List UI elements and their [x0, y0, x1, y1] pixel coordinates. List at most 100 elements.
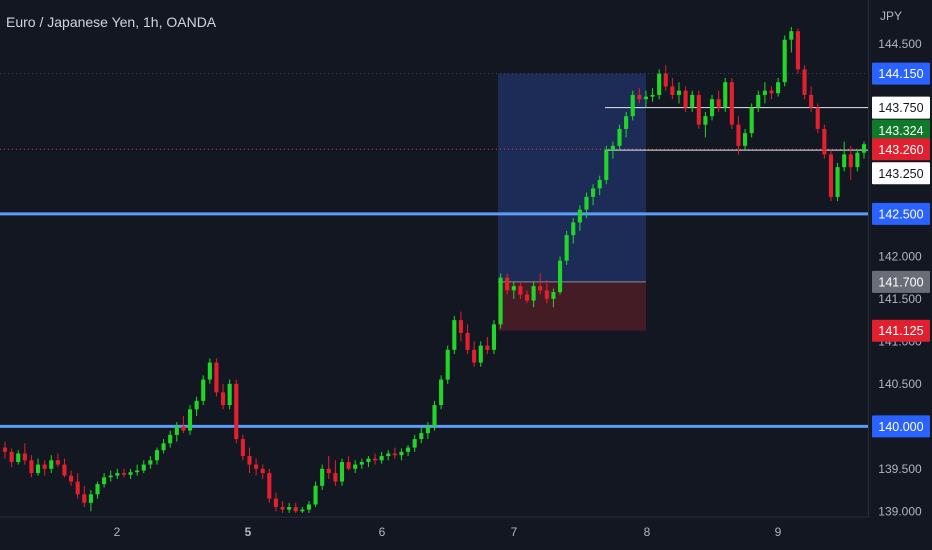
candle: [643, 90, 648, 108]
candle-body: [617, 128, 622, 146]
candle-body: [511, 286, 516, 291]
candle-body: [366, 458, 371, 463]
candle-body: [201, 379, 206, 401]
price-label-text: 144.150: [878, 67, 923, 81]
candle: [518, 281, 523, 299]
candle-body: [42, 464, 47, 469]
candle: [154, 447, 160, 465]
candle: [214, 358, 219, 397]
candle: [465, 324, 470, 355]
candle-body: [703, 116, 708, 125]
candle-body: [75, 481, 80, 495]
candle: [498, 273, 503, 329]
candle-body: [326, 468, 331, 474]
candle: [551, 288, 556, 308]
candle-body: [174, 426, 179, 435]
candle: [762, 82, 767, 104]
candle: [35, 458, 41, 476]
candle-body: [234, 383, 239, 440]
candle: [55, 453, 60, 468]
candle: [227, 379, 232, 410]
candle: [359, 458, 364, 469]
candle-body: [425, 426, 430, 434]
y-tick-label: 139.000: [878, 504, 922, 518]
price-label-text: 141.125: [878, 324, 923, 338]
candle: [161, 439, 166, 454]
candle: [372, 453, 378, 465]
candle: [452, 315, 457, 355]
candle-body: [485, 345, 490, 350]
candle: [366, 456, 371, 468]
candle-body: [148, 460, 153, 465]
candle-body: [538, 286, 543, 291]
x-tick-label: 6: [379, 525, 386, 539]
price-label-text: 143.324: [878, 124, 923, 138]
candle-body: [557, 260, 563, 293]
candle-body: [168, 434, 173, 444]
price-label-box: [872, 162, 930, 185]
candle: [168, 430, 173, 448]
candle-body: [584, 196, 589, 210]
candle-body: [610, 145, 615, 151]
candle: [657, 69, 662, 100]
time-axis-background: [0, 517, 932, 550]
candle-body: [591, 188, 596, 197]
x-tick-label: 9: [775, 525, 782, 539]
candle-body: [102, 477, 107, 485]
candle-body: [551, 292, 556, 299]
candle: [313, 481, 318, 508]
candle-body: [287, 507, 292, 510]
candle-body: [267, 473, 272, 499]
price-label-box: [872, 270, 930, 293]
candle: [485, 337, 490, 355]
candle: [287, 502, 292, 513]
candle-body: [346, 462, 351, 469]
candle: [531, 281, 536, 308]
candle: [776, 77, 781, 97]
y-tick-label: 139.500: [878, 462, 922, 476]
candle: [320, 464, 325, 491]
candle-body: [333, 473, 338, 482]
candle-body: [716, 99, 721, 108]
candle: [128, 468, 133, 480]
candle-body: [62, 464, 67, 476]
candle: [135, 464, 140, 476]
candle: [604, 145, 609, 185]
candle: [743, 128, 748, 151]
candle-body: [465, 332, 470, 350]
price-label-text: 143.260: [878, 143, 923, 157]
candle-body: [676, 90, 682, 95]
candle-body: [505, 277, 510, 291]
candle-body: [544, 290, 549, 299]
candle: [187, 405, 193, 435]
y-tick-label: 141.500: [878, 292, 922, 306]
price-label-blue: 142.500: [872, 202, 930, 225]
candle: [293, 502, 298, 513]
candle: [511, 281, 516, 299]
candle: [399, 448, 404, 461]
candle: [425, 422, 430, 440]
candle-body: [353, 464, 358, 469]
price-label-text: 143.750: [878, 101, 923, 115]
candle-body: [16, 453, 21, 463]
candle: [386, 450, 391, 461]
candle-body: [194, 400, 199, 410]
candle-body: [406, 447, 411, 452]
candle: [379, 451, 384, 464]
candle: [75, 473, 80, 499]
candle: [723, 77, 728, 112]
candle-body: [789, 31, 794, 40]
candle-body: [809, 94, 814, 108]
price-label-text: 140.000: [878, 420, 923, 434]
candle-body: [432, 405, 437, 427]
candle-body: [696, 94, 701, 125]
candle: [392, 447, 397, 459]
candle-body: [49, 460, 54, 469]
candle-body: [861, 144, 867, 153]
candle-body: [445, 349, 450, 380]
candle: [280, 501, 285, 513]
candle: [729, 77, 734, 129]
candle: [861, 141, 867, 159]
